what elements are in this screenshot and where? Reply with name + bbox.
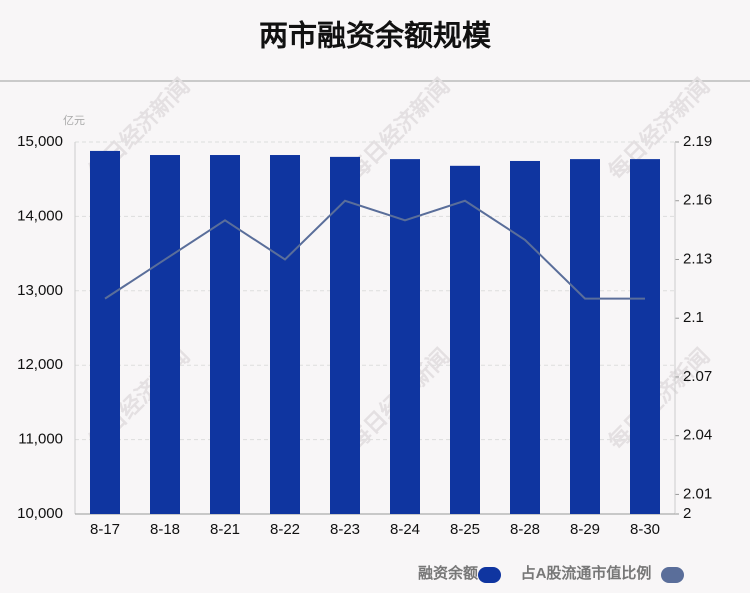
y-tick-label: 15,000	[17, 133, 63, 150]
y-tick-label: 11,000	[18, 431, 63, 448]
y-unit: 亿元	[63, 114, 85, 127]
y2-tick-label: 2.1	[683, 309, 704, 326]
bar	[330, 156, 360, 514]
x-tick-label: 8-21	[210, 521, 240, 538]
bar	[390, 159, 420, 514]
legend-label: 占A股流通市值比例	[521, 564, 652, 582]
bar	[270, 155, 300, 514]
y2-tick-label: 2	[683, 505, 691, 522]
y2-tick-label: 2.13	[683, 250, 712, 267]
y-tick-label: 13,000	[17, 282, 63, 299]
x-tick-label: 8-28	[510, 521, 540, 538]
x-tick-label: 8-22	[270, 521, 300, 538]
y-tick-label: 10,000	[17, 505, 63, 522]
x-tick-label: 8-24	[390, 521, 420, 538]
y2-tick-label: 2.19	[683, 133, 712, 150]
x-tick-label: 8-17	[90, 521, 120, 538]
x-tick-label: 8-30	[630, 521, 660, 538]
bar	[630, 159, 660, 514]
legend-label: 融资余额	[418, 564, 478, 582]
y-tick-label: 14,000	[17, 207, 63, 224]
chart-title: 两市融资余额规模	[259, 19, 492, 53]
y2-tick-label: 2.07	[683, 368, 712, 385]
bar	[150, 155, 180, 514]
y2-tick-label: 2.04	[683, 427, 712, 444]
bar	[510, 160, 540, 515]
bar	[450, 165, 480, 515]
x-tick-label: 8-29	[570, 521, 600, 538]
y2-tick-label: 2.16	[683, 192, 712, 209]
x-tick-label: 8-23	[330, 521, 360, 538]
y2-tick-label: 2.01	[683, 485, 712, 502]
legend-swatch	[478, 567, 501, 583]
legend-swatch	[661, 567, 684, 583]
line	[104, 199, 645, 300]
bar	[570, 159, 600, 514]
y-tick-label: 12,000	[17, 356, 63, 373]
bar	[90, 150, 120, 515]
bar	[210, 155, 240, 514]
x-tick-label: 8-18	[150, 521, 180, 538]
x-tick-label: 8-25	[450, 521, 480, 538]
